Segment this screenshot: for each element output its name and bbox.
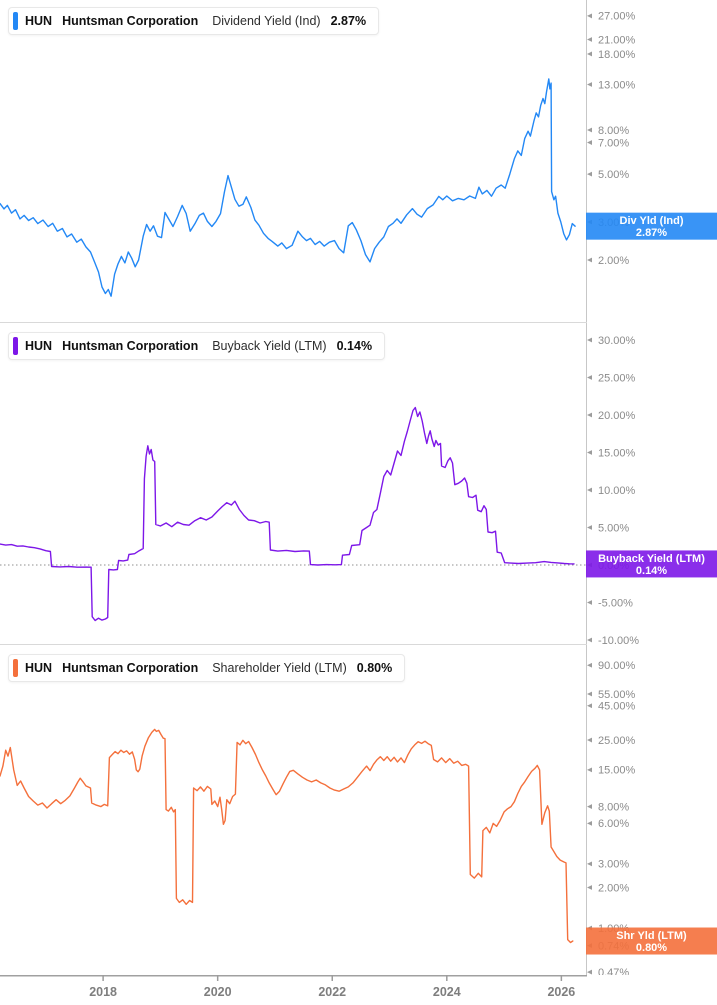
- company-name: Huntsman Corporation: [62, 339, 199, 353]
- y-tick-mark: [587, 737, 592, 743]
- badge-metric-label: Shr Yld (LTM): [616, 930, 687, 942]
- x-axis[interactable]: 2018 2020 2022 2024 2026: [0, 975, 717, 1005]
- x-tick-label-2022: 2022: [318, 985, 346, 999]
- shareholder-accent-bar: [13, 659, 18, 677]
- y-tick-mark: [587, 703, 592, 709]
- ticker-symbol: HUN: [25, 14, 53, 28]
- dividend-accent-bar: [13, 12, 18, 30]
- y-tick-label: 25.00%: [598, 735, 636, 747]
- y-tick-label: 10.00%: [598, 485, 636, 497]
- y-tick-label: 5.00%: [598, 522, 629, 534]
- series-line-shareholder-yield[interactable]: [0, 728, 574, 944]
- y-tick-mark: [587, 525, 592, 530]
- badge-metric-label: Div Yld (Ind): [620, 215, 684, 227]
- shareholder-yield-chart[interactable]: 90.00% 55.00%45.00% 25.00% 15.00% 8.00% 6.00%…: [0, 645, 717, 975]
- y-tick-label: 0.47%: [598, 967, 629, 975]
- y-tick-mark: [587, 662, 592, 668]
- y-tick-mark: [587, 51, 592, 57]
- chart-legend-dividend[interactable]: HUN Huntsman Corporation Dividend Yield …: [8, 7, 380, 35]
- y-tick-mark: [587, 37, 592, 42]
- badge-metric-label: Buyback Yield (LTM): [598, 553, 705, 565]
- y-tick-mark: [587, 820, 592, 826]
- y-tick-mark: [587, 127, 592, 133]
- y-tick-label: 6.00%: [598, 818, 629, 830]
- series-line-buyback-yield[interactable]: [0, 406, 575, 622]
- badge-background: [586, 212, 717, 240]
- company-name: Huntsman Corporation: [62, 14, 199, 28]
- metric-value: 2.87%: [330, 14, 367, 28]
- series-line-dividend-yield[interactable]: [0, 78, 576, 297]
- ticker-symbol: HUN: [25, 661, 53, 675]
- y-tick-mark: [587, 13, 592, 19]
- y-tick-mark: [587, 337, 592, 343]
- chart-legend-shareholder[interactable]: HUN Huntsman Corporation Shareholder Yie…: [8, 654, 406, 682]
- y-tick-mark: [587, 600, 592, 605]
- y-tick-label: 15.00%: [598, 447, 636, 459]
- y-tick-label: 8.00%: [598, 125, 629, 137]
- metric-value: 0.14%: [336, 339, 373, 353]
- metric-name: Buyback Yield (LTM): [212, 339, 327, 353]
- y-tick-mark: [587, 450, 592, 455]
- y-tick-label: 8.00%: [598, 801, 629, 813]
- y-tick-label: -5.00%: [598, 597, 633, 609]
- y-tick-label: 7.00%: [598, 137, 629, 149]
- y-tick-label: 15.00%: [598, 765, 636, 777]
- y-tick-mark: [587, 804, 592, 809]
- y-tick-label: -10.00%: [598, 635, 639, 645]
- y-tick-mark: [587, 171, 592, 177]
- y-tick-label: 30.00%: [598, 335, 636, 347]
- y-tick-mark: [587, 487, 592, 493]
- dividend-yield-chart[interactable]: 27.00%21.00%18.00%13.00%8.00%7.00%5.00%3…: [0, 0, 717, 323]
- y-tick-mark: [587, 969, 592, 975]
- x-tick-label-2020: 2020: [204, 985, 232, 999]
- company-name: Huntsman Corporation: [62, 661, 199, 675]
- y-tick-label: 25.00%: [598, 372, 636, 384]
- y-tick-mark: [587, 257, 592, 263]
- axis-badge-buyback-yield: Buyback Yield (LTM)0.14%: [586, 550, 717, 578]
- x-tick-label-2024: 2024: [433, 985, 461, 999]
- axis-badge-shareholder-yield: Shr Yld (LTM)0.80%: [586, 927, 717, 955]
- y-tick-mark: [587, 412, 592, 418]
- chart-legend-buyback[interactable]: HUN Huntsman Corporation Buyback Yield (…: [8, 332, 386, 360]
- badge-value-label: 0.14%: [636, 565, 667, 577]
- y-tick-mark: [587, 885, 592, 890]
- x-tick-label-2018: 2018: [89, 985, 117, 999]
- y-tick-label: 18.00%: [598, 49, 636, 61]
- y-tick-mark: [587, 691, 592, 697]
- metric-value: 0.80%: [356, 661, 393, 675]
- badge-background: [586, 550, 717, 578]
- y-tick-label: 20.00%: [598, 410, 636, 422]
- badge-value-label: 2.87%: [636, 227, 667, 239]
- axis-badge-dividend-yield: Div Yld (Ind)2.87%: [586, 212, 717, 240]
- metric-name: Dividend Yield (Ind): [212, 14, 321, 28]
- y-tick-label: 45.00%: [598, 701, 636, 713]
- y-tick-label: 13.00%: [598, 79, 636, 91]
- y-axis-buyback-yield[interactable]: 30.00%25.00%20.00%15.00%10.00%5.00%0.00%…: [587, 335, 639, 645]
- y-tick-mark: [587, 140, 592, 145]
- ticker-symbol: HUN: [25, 339, 53, 353]
- badge-value-label: 0.80%: [636, 942, 667, 954]
- y-tick-mark: [587, 767, 592, 773]
- buyback-accent-bar: [13, 337, 18, 355]
- y-tick-label: 55.00%: [598, 689, 636, 701]
- badge-background: [586, 927, 717, 955]
- y-tick-mark: [587, 82, 592, 87]
- y-tick-mark: [587, 861, 592, 867]
- y-tick-label: 90.00%: [598, 660, 636, 672]
- y-tick-label: 3.00%: [598, 859, 629, 871]
- y-tick-label: 5.00%: [598, 169, 629, 181]
- y-tick-label: 2.00%: [598, 255, 629, 267]
- x-tick-label-2026: 2026: [547, 985, 575, 999]
- y-tick-mark: [587, 375, 592, 380]
- metric-name: Shareholder Yield (LTM): [212, 661, 347, 675]
- y-tick-label: 21.00%: [598, 34, 636, 46]
- y-tick-label: 2.00%: [598, 882, 629, 894]
- y-tick-mark: [587, 637, 592, 643]
- buyback-yield-chart[interactable]: 30.00%25.00%20.00%15.00%10.00%5.00%0.00%…: [0, 323, 717, 645]
- y-tick-label: 27.00%: [598, 11, 636, 23]
